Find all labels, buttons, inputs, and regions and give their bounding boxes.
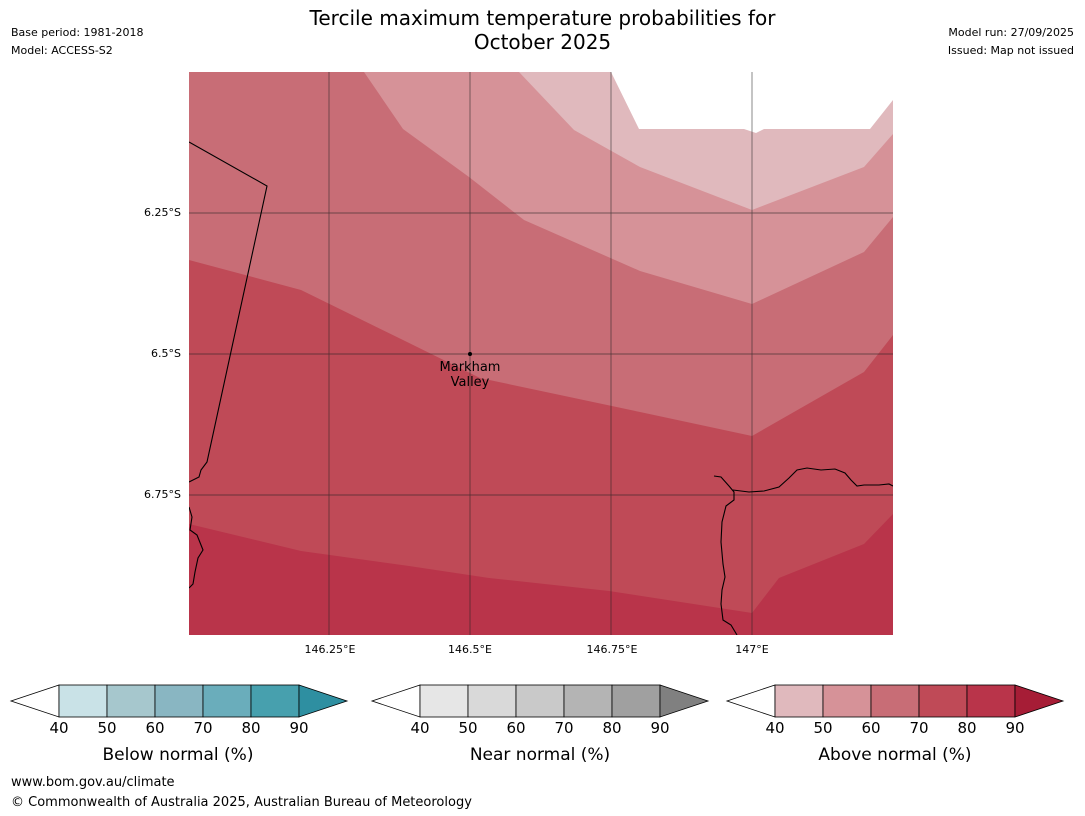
place-name-line-1: Markham: [439, 360, 501, 375]
colorbar-min-extension: [725, 684, 776, 718]
lon-label-146-5: 146.5°E: [448, 643, 492, 656]
colorbar-segment-60-70: [154, 684, 204, 718]
cb-above-tick: 50: [813, 719, 833, 737]
coastline-west: [189, 506, 204, 589]
cb-near-tick: 60: [506, 719, 526, 737]
province-border: [189, 141, 268, 483]
cb-above-tick: 60: [861, 719, 881, 737]
location-marker[interactable]: [468, 352, 472, 356]
colorbar-max-extension: [298, 684, 349, 718]
lon-label-146-75: 146.75°E: [586, 643, 638, 656]
footer-url[interactable]: www.bom.gov.au/climate: [11, 775, 175, 790]
colorbar-min-extension: [9, 684, 60, 718]
colorbar-segment-50-60: [822, 684, 872, 718]
model-label: Model: ACCESS-S2: [11, 44, 113, 57]
cb-below-tick: 50: [97, 719, 117, 737]
place-name-line-2: Valley: [450, 375, 490, 390]
colorbar-segment-70-80: [918, 684, 968, 718]
lat-label-6-75: 6.75°S: [144, 488, 181, 501]
colorbar-near-normal: [370, 684, 710, 718]
colorbar-segment-40-50: [774, 684, 824, 718]
colorbar-segment-70-80: [563, 684, 613, 718]
colorbar-below-normal: [9, 684, 349, 718]
cb-above-tick: 80: [957, 719, 977, 737]
colorbar-segment-60-70: [515, 684, 565, 718]
cb-below-tick: 90: [289, 719, 309, 737]
colorbar-segment-80-90: [966, 684, 1016, 718]
cb-below-tick: 70: [193, 719, 213, 737]
probability-map[interactable]: [189, 72, 893, 635]
lat-label-6-25: 6.25°S: [144, 206, 181, 219]
coastline-gulf: [732, 467, 893, 493]
colorbars: [9, 684, 1065, 718]
cb-above-tick: 40: [765, 719, 785, 737]
colorbar-title-below: Below normal (%): [102, 745, 254, 765]
page-title: Tercile maximum temperature probabilitie…: [240, 6, 845, 54]
title-line-1: Tercile maximum temperature probabilitie…: [309, 6, 776, 30]
colorbar-segment-60-70: [870, 684, 920, 718]
colorbar-min-extension: [370, 684, 421, 718]
colorbar-title-above: Above normal (%): [818, 745, 972, 765]
lon-label-147: 147°E: [735, 643, 769, 656]
cb-below-tick: 60: [145, 719, 165, 737]
colorbar-segment-80-90: [611, 684, 661, 718]
colorbar-max-extension: [659, 684, 710, 718]
issued-label: Issued: Map not issued: [947, 44, 1074, 57]
model-run-label: Model run: 27/09/2025: [948, 26, 1074, 39]
cb-near-tick: 40: [410, 719, 430, 737]
colorbar-max-extension: [1014, 684, 1065, 718]
place-label: Markham Valley: [420, 360, 520, 390]
colorbar-segment-40-50: [58, 684, 108, 718]
base-period-label: Base period: 1981-2018: [11, 26, 144, 39]
cb-above-tick: 70: [909, 719, 929, 737]
cb-near-tick: 70: [554, 719, 574, 737]
colorbar-segment-40-50: [419, 684, 469, 718]
lat-label-6-5: 6.5°S: [151, 347, 181, 360]
colorbar-segment-50-60: [106, 684, 156, 718]
cb-above-tick: 90: [1005, 719, 1025, 737]
cb-near-tick: 50: [458, 719, 478, 737]
cb-below-tick: 80: [241, 719, 261, 737]
colorbar-segment-70-80: [202, 684, 252, 718]
cb-near-tick: 80: [602, 719, 622, 737]
title-line-2: October 2025: [473, 30, 612, 54]
colorbar-segment-80-90: [250, 684, 300, 718]
lon-label-146-25: 146.25°E: [304, 643, 356, 656]
colorbar-title-near: Near normal (%): [469, 745, 611, 765]
footer-copyright: © Commonwealth of Australia 2025, Austra…: [11, 795, 472, 810]
coastline-peninsula: [713, 475, 738, 635]
colorbar-above-normal: [725, 684, 1065, 718]
cb-below-tick: 40: [49, 719, 69, 737]
colorbar-segment-50-60: [467, 684, 517, 718]
cb-near-tick: 90: [650, 719, 670, 737]
